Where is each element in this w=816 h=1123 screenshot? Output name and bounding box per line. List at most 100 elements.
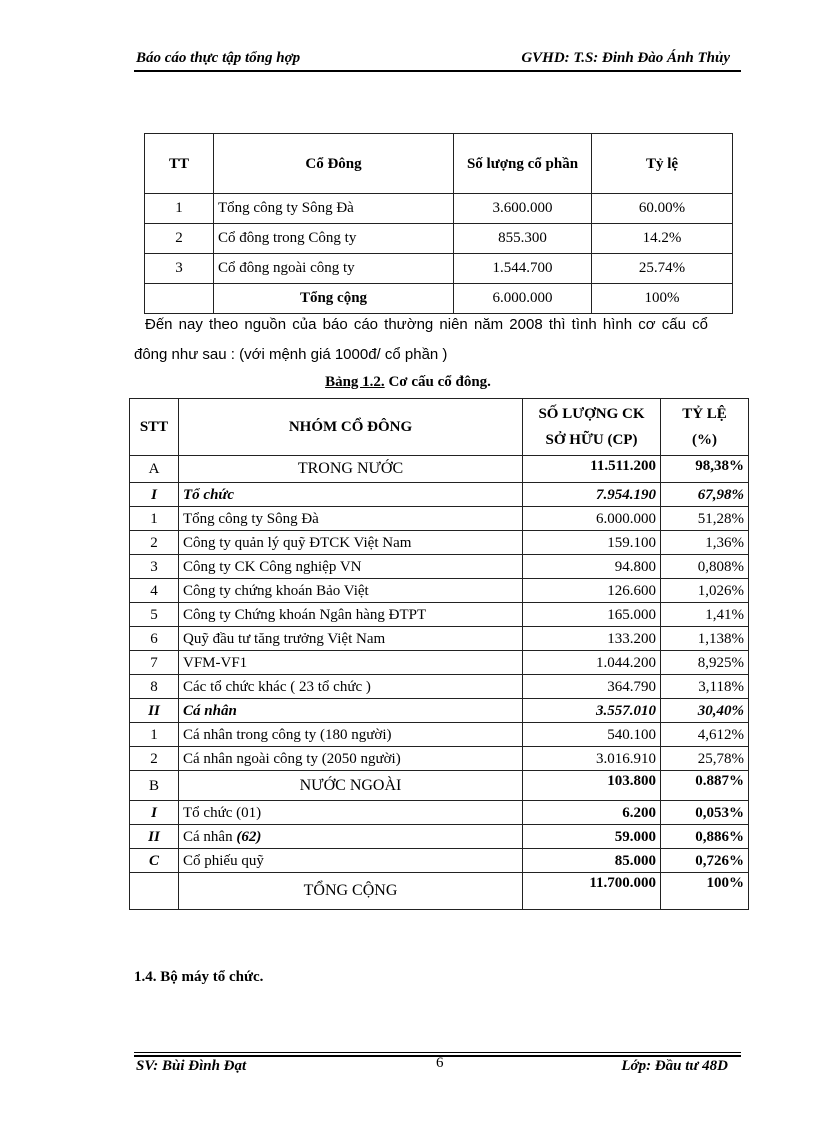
cell-stt: 1 <box>129 506 179 531</box>
col-header-ratio: Tỷ lệ <box>591 133 733 194</box>
cell-ratio: 98,38% <box>660 455 749 483</box>
table-header-row: TT Cổ Đông Số lượng cổ phần Tỷ lệ <box>144 133 733 194</box>
cell-group: TỔNG CỘNG <box>178 872 523 910</box>
cell-ratio: 67,98% <box>660 482 749 507</box>
col-header-ratio: TỶ LỆ (%) <box>660 398 749 456</box>
table-row: 1 Tổng công ty Sông Đà 3.600.000 60.00% <box>144 193 733 224</box>
cell-ratio: 100% <box>591 283 733 314</box>
shareholder-table-2004: TT Cổ Đông Số lượng cổ phần Tỷ lệ 1 Tổng … <box>144 133 733 314</box>
cell-ratio: 0,726% <box>660 848 749 873</box>
cell-stt: A <box>129 455 179 483</box>
cell-ratio: 51,28% <box>660 506 749 531</box>
table-row: 2 Cá nhân ngoài công ty (2050 người) 3.016… <box>129 746 749 771</box>
cell-stt: B <box>129 770 179 801</box>
qty-header-line2: SỞ HỮU (CP) <box>545 432 638 448</box>
table-row: II Cá nhân 3.557.010 30,40% <box>129 698 749 723</box>
cell-ratio: 1,026% <box>660 578 749 603</box>
caption-number: Bảng 1.2. <box>325 374 385 390</box>
cell-quantity: 103.800 <box>522 770 661 801</box>
cell-ratio: 3,118% <box>660 674 749 699</box>
cell-ratio: 25,78% <box>660 746 749 771</box>
cell-quantity: 133.200 <box>522 626 661 651</box>
cell-ratio: 0,808% <box>660 554 749 579</box>
cell-group: Tổng công ty Sông Đà <box>178 506 523 531</box>
cell-quantity: 11.700.000 <box>522 872 661 910</box>
table-row: I Tổ chức (01) 6.200 0,053% <box>129 800 749 825</box>
cell-ratio: 30,40% <box>660 698 749 723</box>
cell-quantity: 59.000 <box>522 824 661 849</box>
cell-quantity: 1.044.200 <box>522 650 661 675</box>
col-header-group: NHÓM CỔ ĐÔNG <box>178 398 523 456</box>
cell-group: Tổ chức (01) <box>178 800 523 825</box>
cell-ratio: 8,925% <box>660 650 749 675</box>
cell-quantity: 364.790 <box>522 674 661 699</box>
table-row: 4 Công ty chứng khoán Bảo Việt 126.600 1,02… <box>129 578 749 603</box>
cell-ratio: 100% <box>660 872 749 910</box>
cell-stt <box>129 872 179 910</box>
cell-tt <box>144 283 214 314</box>
cell-stt: 5 <box>129 602 179 627</box>
table-row: B NƯỚC NGOÀI 103.800 0.887% <box>129 770 749 801</box>
header-title: Báo cáo thực tập tổng hợp <box>136 50 301 66</box>
cell-group: Cá nhân <box>178 698 523 723</box>
cell-quantity: 855.300 <box>453 223 592 254</box>
paragraph-line-2: đông như sau : (với mệnh giá 1000đ/ cổ p… <box>134 346 448 363</box>
cell-ratio: 1,41% <box>660 602 749 627</box>
cell-ratio: 1,36% <box>660 530 749 555</box>
table-row: 3 Cổ đông ngoài công ty 1.544.700 25.74% <box>144 253 733 284</box>
cell-stt: 7 <box>129 650 179 675</box>
cell-quantity: 126.600 <box>522 578 661 603</box>
table-header-row: STT NHÓM CỔ ĐÔNG SỐ LƯỢNG CK SỞ HỮU (CP) … <box>129 398 749 456</box>
cell-quantity: 85.000 <box>522 848 661 873</box>
table-row: Tổng cộng 6.000.000 100% <box>144 283 733 314</box>
table-row: 1 Tổng công ty Sông Đà 6.000.000 51,28% <box>129 506 749 531</box>
cell-stt: II <box>129 824 179 849</box>
cell-quantity: 165.000 <box>522 602 661 627</box>
table-row: 7 VFM-VF1 1.044.200 8,925% <box>129 650 749 675</box>
cell-stt: 2 <box>129 746 179 771</box>
cell-quantity: 11.511.200 <box>522 455 661 483</box>
cell-group: Cổ phiếu quỹ <box>178 848 523 873</box>
cell-quantity: 6.200 <box>522 800 661 825</box>
cell-group: Công ty quản lý quỹ ĐTCK Việt Nam <box>178 530 523 555</box>
cell-stt: C <box>129 848 179 873</box>
cell-ratio: 4,612% <box>660 722 749 747</box>
cell-quantity: 3.016.910 <box>522 746 661 771</box>
shareholder-structure-table: STT NHÓM CỔ ĐÔNG SỐ LƯỢNG CK SỞ HỮU (CP) … <box>129 398 749 910</box>
pct-header-line1: TỶ LỆ <box>682 406 727 422</box>
cell-shareholder: Tổng cộng <box>213 283 454 314</box>
cell-group: Tổ chức <box>178 482 523 507</box>
table-row: 2 Công ty quản lý quỹ ĐTCK Việt Nam 159.10… <box>129 530 749 555</box>
table-row: TỔNG CỘNG 11.700.000 100% <box>129 872 749 910</box>
cell-group: Các tổ chức khác ( 23 tổ chức ) <box>178 674 523 699</box>
footer-class: Lớp: Đầu tư 48D <box>621 1058 728 1074</box>
col-header-quantity: Số lượng cổ phần <box>453 133 592 194</box>
table-row: II Cá nhân (62) 59.000 0,886% <box>129 824 749 849</box>
group-count: (62) <box>236 828 262 845</box>
table-row: 8 Các tổ chức khác ( 23 tổ chức ) 364.790 3… <box>129 674 749 699</box>
cell-tt: 2 <box>144 223 214 254</box>
cell-group: Công ty Chứng khoán Ngân hàng ĐTPT <box>178 602 523 627</box>
footer-student: SV: Bùi Đình Đạt <box>136 1058 247 1074</box>
paragraph-line-1: Đến nay theo nguồn của báo cáo thường ni… <box>145 316 708 333</box>
cell-group: NƯỚC NGOÀI <box>178 770 523 801</box>
cell-stt: 8 <box>129 674 179 699</box>
cell-group: Cá nhân trong công ty (180 người) <box>178 722 523 747</box>
cell-quantity: 7.954.190 <box>522 482 661 507</box>
cell-group: Công ty CK Công nghiệp VN <box>178 554 523 579</box>
cell-quantity: 3.600.000 <box>453 193 592 224</box>
table-row: C Cổ phiếu quỹ 85.000 0,726% <box>129 848 749 873</box>
cell-quantity: 94.800 <box>522 554 661 579</box>
cell-ratio: 25.74% <box>591 253 733 284</box>
table-row: 5 Công ty Chứng khoán Ngân hàng ĐTPT 165.0… <box>129 602 749 627</box>
cell-ratio: 0,886% <box>660 824 749 849</box>
cell-quantity: 6.000.000 <box>453 283 592 314</box>
cell-shareholder: Tổng công ty Sông Đà <box>213 193 454 224</box>
cell-quantity: 6.000.000 <box>522 506 661 531</box>
cell-group: Quỹ đầu tư tăng trưởng Việt Nam <box>178 626 523 651</box>
header-rule <box>134 70 741 72</box>
table-caption: Bảng 1.2. Cơ cấu cổ đông. <box>0 374 816 391</box>
section-heading: 1.4. Bộ máy tổ chức. <box>134 969 264 985</box>
page-number: 6 <box>436 1055 444 1071</box>
cell-quantity: 1.544.700 <box>453 253 592 284</box>
